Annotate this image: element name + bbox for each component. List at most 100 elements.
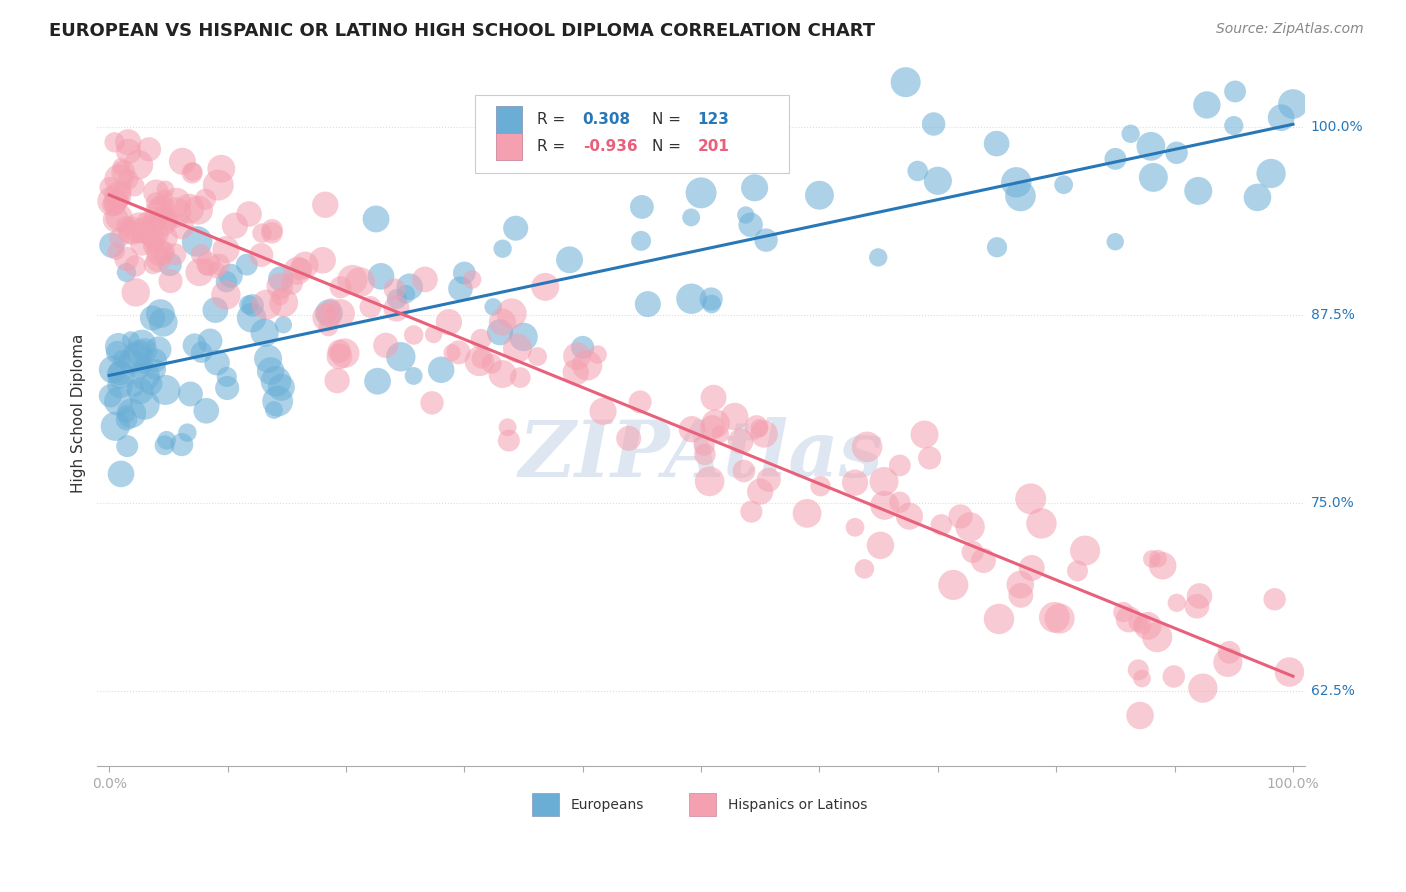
Point [907, 164, 929, 178]
Point [125, 285, 148, 300]
Point [894, 75, 917, 89]
Point [441, 345, 464, 359]
Point [128, 221, 150, 235]
Point [328, 344, 350, 359]
Point [134, 343, 156, 358]
Point [204, 303, 226, 318]
Point [145, 186, 167, 200]
Point [120, 333, 142, 347]
Point [734, 208, 756, 222]
Point [269, 279, 291, 293]
Point [238, 207, 260, 221]
Point [197, 257, 219, 271]
Point [333, 346, 356, 360]
Point [1136, 619, 1159, 633]
Point [491, 315, 513, 329]
Point [420, 396, 443, 410]
Point [127, 158, 149, 172]
Point [617, 431, 640, 445]
Point [134, 358, 156, 372]
Point [142, 230, 165, 244]
Point [134, 369, 156, 384]
Point [724, 409, 747, 424]
Text: 0.308: 0.308 [582, 112, 631, 128]
Point [447, 345, 470, 359]
Point [942, 578, 965, 592]
Point [853, 562, 876, 576]
Point [1104, 152, 1126, 166]
Point [628, 395, 651, 409]
Point [117, 136, 139, 150]
Point [592, 404, 614, 418]
Point [704, 417, 727, 431]
Point [1053, 178, 1076, 192]
Point [179, 202, 201, 216]
Point [155, 434, 177, 448]
Point [101, 238, 124, 252]
Point [844, 520, 866, 534]
Point [631, 200, 654, 214]
Point [702, 391, 724, 405]
Point [107, 339, 129, 353]
Point [869, 538, 891, 552]
Point [314, 198, 336, 212]
Point [856, 440, 879, 454]
Point [1112, 605, 1135, 619]
Point [389, 350, 412, 364]
Point [264, 374, 287, 388]
Text: N =: N = [651, 139, 686, 154]
Point [156, 213, 179, 227]
Point [986, 240, 1008, 254]
Point [868, 251, 890, 265]
Point [165, 195, 187, 210]
Point [949, 509, 972, 524]
Point [364, 211, 387, 226]
Point [294, 258, 316, 272]
Point [145, 362, 167, 376]
FancyBboxPatch shape [475, 95, 789, 173]
Point [1119, 127, 1142, 141]
Point [112, 165, 135, 179]
Point [273, 295, 295, 310]
Point [796, 507, 818, 521]
Point [146, 252, 169, 267]
Point [155, 383, 177, 397]
Point [104, 212, 127, 227]
Point [681, 211, 703, 225]
Point [470, 351, 492, 366]
Point [489, 325, 512, 339]
Point [266, 394, 288, 409]
Point [328, 350, 350, 364]
Point [700, 297, 723, 311]
Point [374, 338, 396, 352]
Point [165, 205, 187, 219]
Point [108, 211, 131, 225]
Text: 87.5%: 87.5% [1310, 309, 1355, 322]
Point [1270, 111, 1292, 125]
Point [962, 545, 984, 559]
Point [315, 310, 337, 325]
Text: 123: 123 [697, 112, 730, 128]
Point [132, 223, 155, 237]
Point [129, 384, 152, 398]
Point [148, 206, 170, 220]
Point [187, 202, 209, 217]
Point [118, 225, 141, 239]
Point [571, 341, 593, 355]
Point [190, 247, 212, 261]
Point [422, 327, 444, 342]
Text: R =: R = [537, 139, 569, 154]
Point [1223, 85, 1246, 99]
Point [586, 347, 609, 361]
Text: Europeans: Europeans [571, 797, 644, 812]
Point [250, 248, 273, 262]
Point [385, 301, 408, 316]
Point [1049, 611, 1071, 625]
Point [262, 223, 284, 237]
Point [437, 315, 460, 329]
Point [1140, 552, 1163, 566]
Point [873, 499, 896, 513]
Point [700, 292, 723, 306]
Point [318, 306, 340, 320]
Point [142, 226, 165, 240]
